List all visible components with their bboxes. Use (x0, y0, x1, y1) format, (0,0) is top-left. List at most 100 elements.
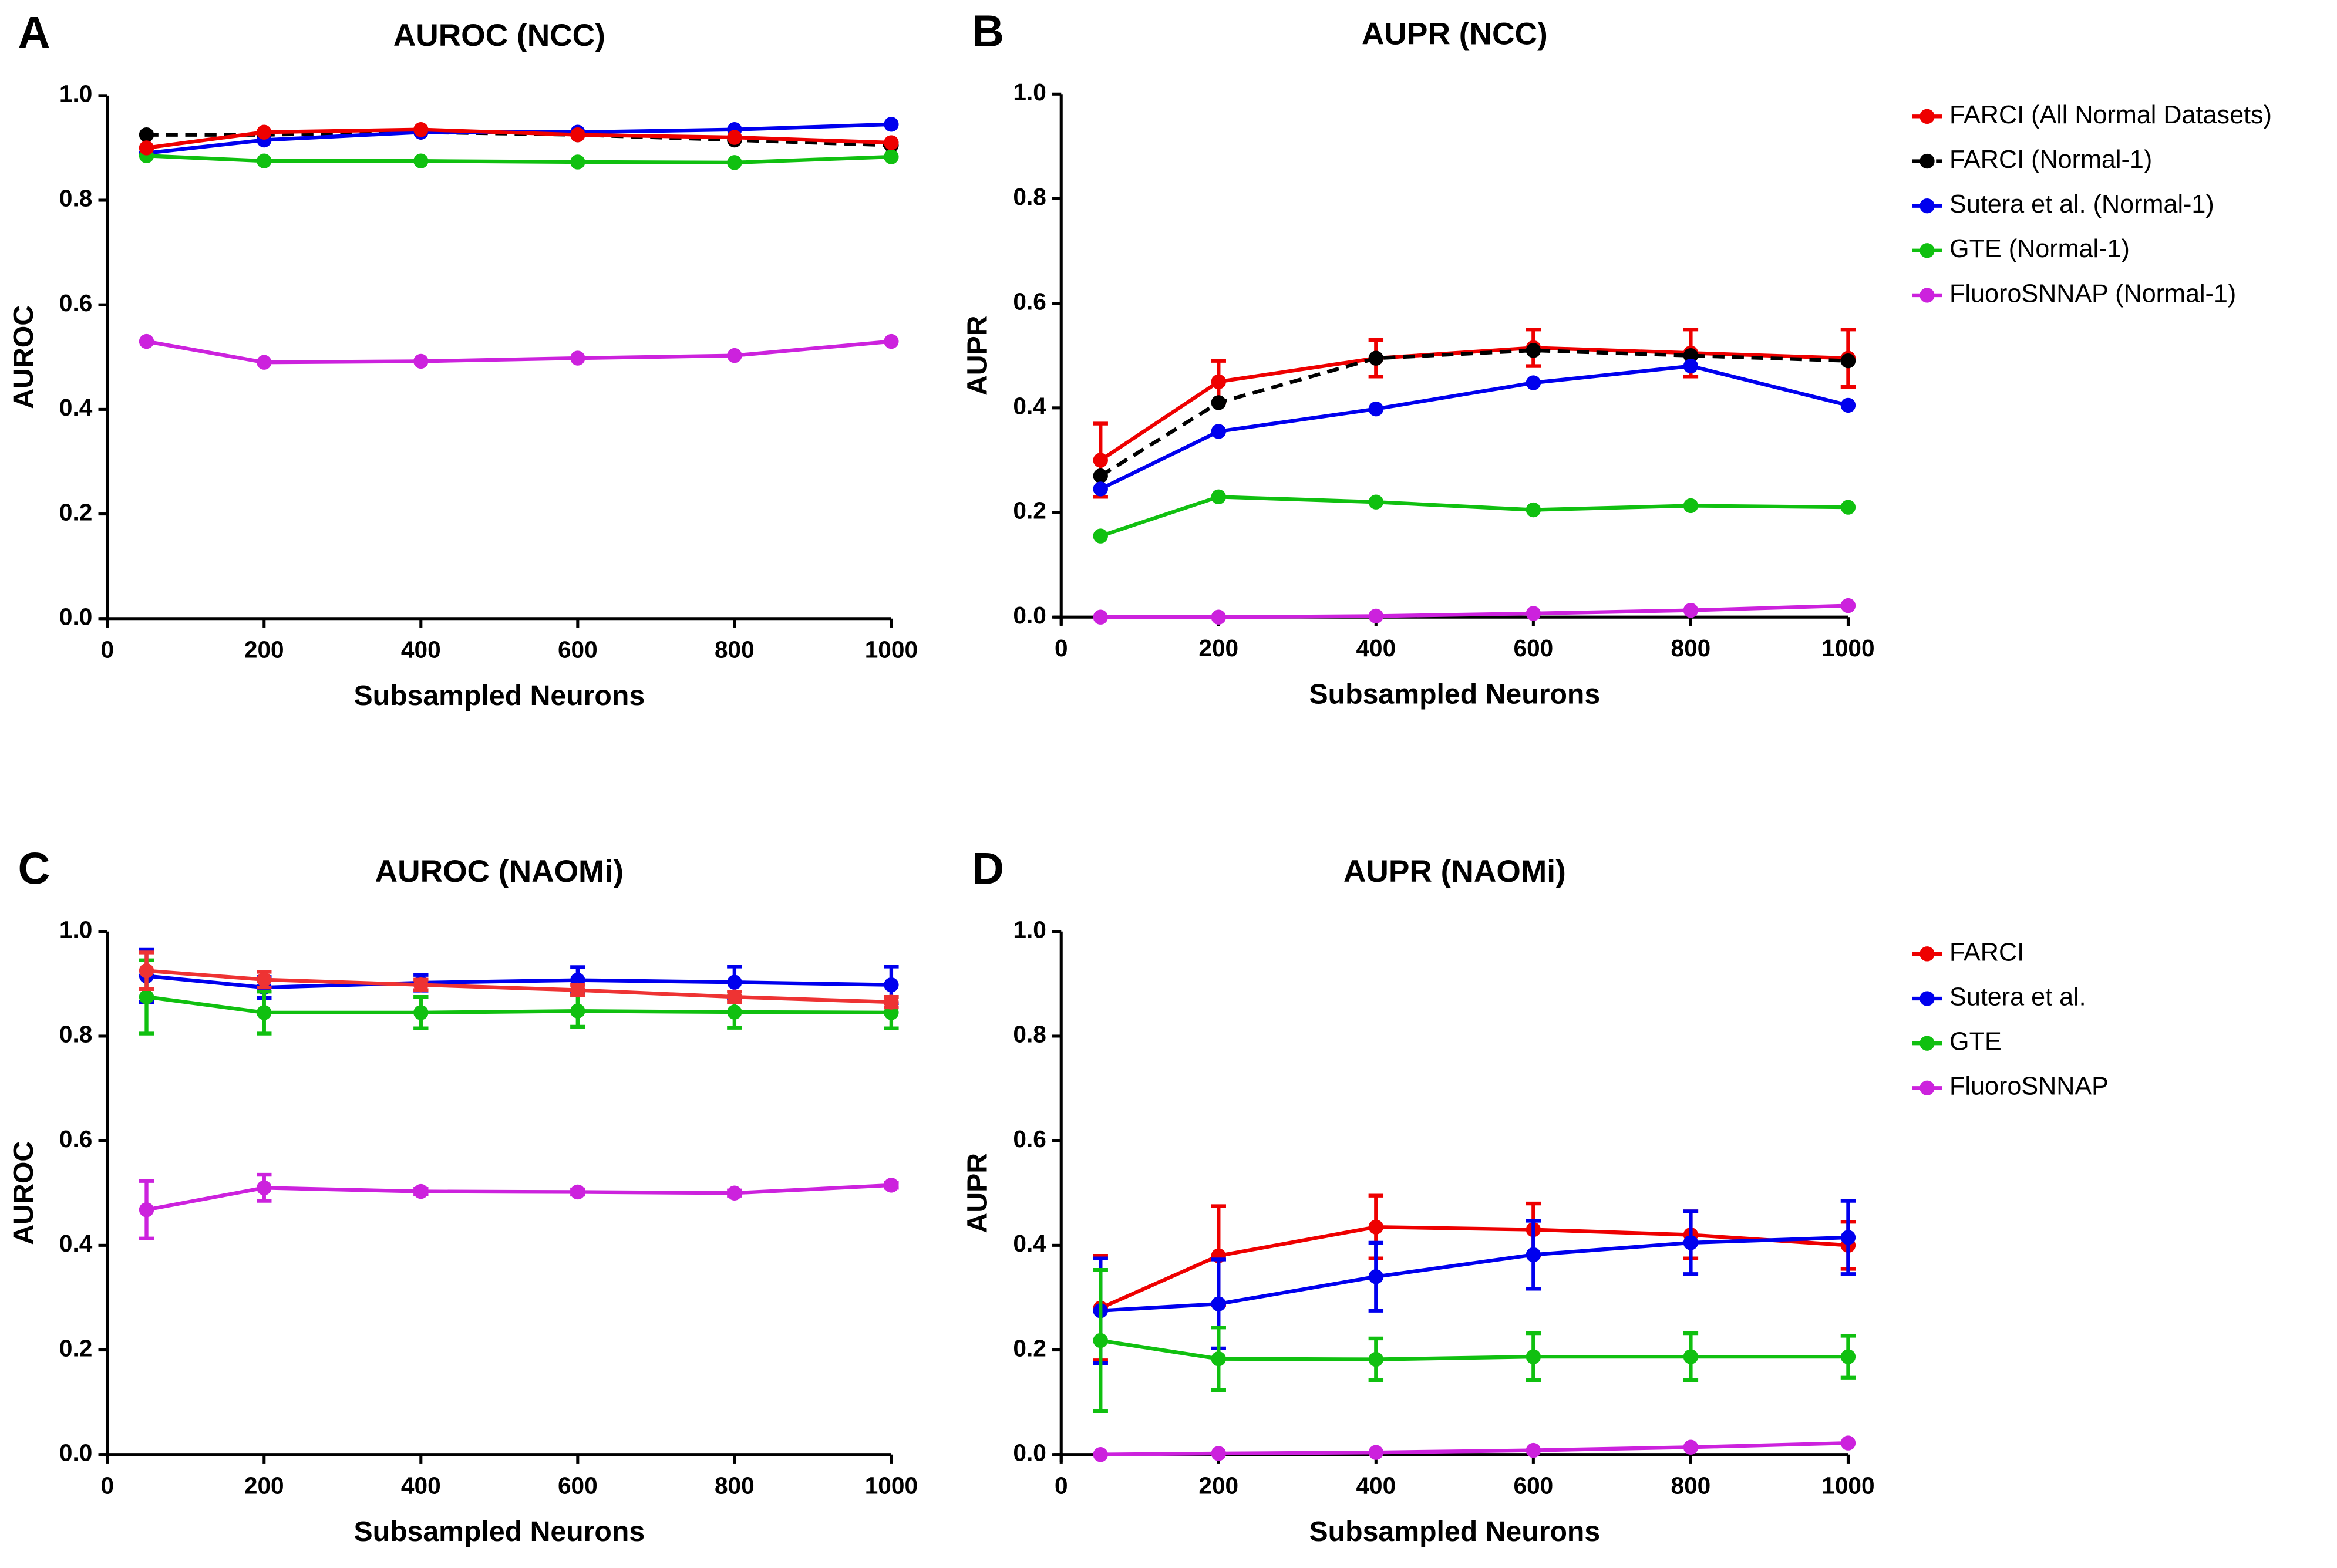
legend-label: FARCI (Normal-1) (1949, 146, 2152, 174)
data-point (257, 1005, 272, 1020)
data-point (257, 972, 272, 987)
data-point (570, 982, 585, 998)
x-tick-label: 0 (1055, 1472, 1068, 1499)
y-tick-label: 0.8 (59, 1021, 92, 1048)
data-point (1093, 528, 1108, 544)
y-tick-label: 0.0 (1013, 1439, 1046, 1466)
data-point (413, 153, 429, 168)
data-point (1211, 374, 1226, 389)
y-tick-label: 0.6 (1013, 1125, 1046, 1152)
x-tick-label: 200 (244, 636, 284, 663)
series (139, 122, 899, 156)
series (1093, 1199, 1856, 1365)
series (139, 148, 899, 170)
chart-title: AUPR (NAOMi) (1343, 854, 1566, 889)
legend: FARCI (All Normal Datasets) FARCI (Normal… (1912, 101, 2272, 308)
legend-marker (1920, 288, 1935, 303)
data-point (1526, 502, 1541, 518)
data-point (413, 353, 429, 369)
legend-marker (1920, 1036, 1935, 1051)
y-tick-label: 0.0 (59, 603, 92, 630)
x-tick-label: 600 (1513, 1472, 1553, 1499)
chart-title: AUROC (NAOMi) (375, 854, 624, 889)
x-tick-label: 200 (1198, 635, 1238, 662)
data-point (1211, 489, 1226, 504)
y-axis-label: AUPR (961, 315, 993, 396)
legend-label: Sutera et al. (1949, 983, 2086, 1011)
legend-marker (1920, 153, 1935, 169)
y-tick-label: 1.0 (59, 916, 92, 943)
data-point (727, 1185, 742, 1201)
data-point (1526, 343, 1541, 358)
data-point (884, 994, 899, 1010)
data-point (727, 155, 742, 170)
x-tick-label: 800 (1671, 635, 1711, 662)
data-point (1683, 602, 1699, 618)
y-tick-label: 0.4 (59, 394, 93, 421)
y-tick-label: 0.6 (59, 289, 92, 316)
series-line (146, 974, 891, 990)
legend-label: FluoroSNNAP (1949, 1073, 2109, 1101)
series-line (1099, 346, 1848, 462)
data-point (727, 348, 742, 363)
series-line (1100, 1338, 1848, 1361)
data-point (1211, 1351, 1226, 1367)
legend-marker (1920, 109, 1935, 124)
y-tick-label: 0.8 (1013, 183, 1046, 210)
legend-label: FluoroSNNAP (Normal-1) (1949, 279, 2236, 308)
data-point (1368, 1219, 1384, 1235)
chart-title: AUPR (NCC) (1362, 16, 1548, 51)
data-point (570, 1003, 585, 1019)
x-tick-label: 400 (1356, 635, 1396, 662)
data-point (1526, 375, 1541, 390)
x-tick-label: 1000 (865, 1472, 918, 1499)
series-line (146, 127, 891, 150)
data-point (139, 1202, 154, 1218)
x-tick-label: 1000 (1821, 1472, 1874, 1499)
y-axis-label: AUROC (8, 1141, 39, 1245)
x-tick-label: 400 (401, 636, 441, 663)
y-tick-label: 1.0 (1013, 916, 1046, 943)
legend-marker (1920, 991, 1935, 1006)
data-point (1093, 1333, 1108, 1348)
data-point (570, 127, 585, 143)
series (1093, 343, 1856, 484)
series-line (1099, 348, 1848, 478)
legend-marker (1920, 198, 1935, 214)
series (139, 333, 899, 370)
data-point (1683, 1235, 1699, 1250)
y-tick-label: 0.0 (59, 1439, 92, 1466)
data-point (1683, 358, 1699, 374)
x-tick-label: 0 (1055, 635, 1068, 662)
y-tick-label: 0.6 (1013, 288, 1046, 315)
y-tick-label: 0.8 (1013, 1021, 1046, 1048)
x-tick-label: 200 (244, 1472, 284, 1499)
data-point (1840, 1230, 1856, 1245)
series-line (146, 1183, 892, 1212)
y-tick-label: 0.2 (59, 1334, 92, 1361)
series (1093, 358, 1856, 497)
data-point (1683, 348, 1699, 363)
series-line (1100, 1235, 1848, 1313)
x-axis-label: Subsampled Neurons (353, 680, 645, 711)
series-line (1099, 364, 1849, 491)
data-point (884, 135, 899, 150)
data-point (1840, 598, 1856, 613)
x-tick-label: 0 (100, 1472, 114, 1499)
data-point (884, 1178, 899, 1193)
y-tick-label: 0.6 (59, 1125, 92, 1152)
data-point (1093, 468, 1108, 484)
legend-label: FARCI (1949, 938, 2024, 966)
data-point (1840, 1435, 1856, 1451)
legend-marker (1920, 243, 1935, 258)
x-tick-label: 600 (558, 636, 598, 663)
data-point (1211, 395, 1226, 410)
x-tick-label: 200 (1198, 1472, 1238, 1499)
series (139, 1172, 899, 1240)
data-point (1211, 609, 1226, 625)
x-tick-label: 600 (558, 1472, 598, 1499)
data-point (1368, 1269, 1384, 1284)
chart-title: AUROC (NCC) (393, 18, 605, 53)
series (1093, 1268, 1856, 1413)
